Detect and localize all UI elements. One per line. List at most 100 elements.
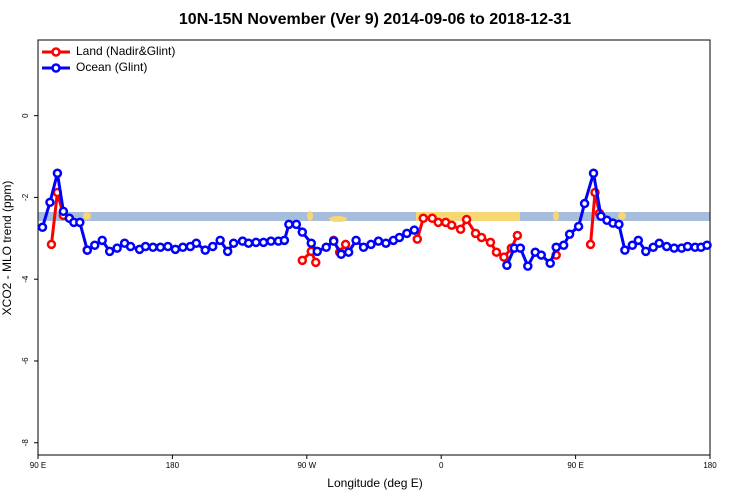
data-point: [58, 206, 69, 217]
data-point: [155, 242, 166, 253]
data-point: [523, 261, 533, 271]
data-point: [515, 243, 526, 253]
data-point: [52, 168, 63, 179]
data-point: [485, 237, 496, 248]
data-point: [564, 229, 575, 239]
x-axis-label: Longitude (deg E): [327, 476, 422, 490]
data-point: [291, 219, 302, 230]
data-point: [191, 238, 202, 248]
data-point: [75, 217, 85, 228]
data-point: [551, 242, 561, 253]
y-tick-label: -8: [21, 439, 30, 447]
data-point: [279, 235, 290, 246]
data-point: [373, 236, 384, 246]
legend: Land (Nadir&Glint) Ocean (Glint): [42, 44, 175, 74]
data-point: [336, 249, 346, 259]
data-point: [446, 220, 457, 230]
data-point: [579, 198, 590, 209]
data-point: [433, 217, 443, 228]
data-point: [178, 242, 188, 253]
x-tick-label: 180: [166, 461, 180, 470]
data-point: [312, 246, 323, 257]
legend-label: Ocean (Glint): [76, 60, 147, 74]
data-point: [394, 232, 405, 243]
x-tick-label: 90 E: [30, 461, 46, 470]
data-point: [125, 241, 136, 252]
data-point: [461, 214, 472, 225]
data-point: [140, 241, 151, 252]
x-tick-label: 0: [439, 461, 444, 470]
y-tick-label: -6: [21, 357, 30, 365]
data-point: [148, 242, 158, 253]
data-point: [409, 225, 420, 235]
data-point: [351, 235, 361, 246]
y-tick-label: 0: [21, 113, 30, 118]
data-point: [588, 168, 599, 179]
data-point: [614, 219, 624, 230]
data-point: [427, 213, 437, 224]
data-point: [328, 236, 339, 246]
data-point: [243, 238, 254, 248]
x-tick-label: 90 E: [567, 461, 583, 470]
data-point: [207, 241, 218, 252]
data-point: [418, 213, 429, 224]
data-point: [297, 255, 308, 266]
data-point: [97, 235, 107, 246]
data-point: [536, 250, 547, 260]
data-point: [661, 241, 672, 252]
data-point: [476, 232, 487, 243]
data-point: [321, 242, 331, 253]
legend-marker: [51, 63, 61, 73]
data-point: [258, 237, 269, 248]
legend-marker: [51, 47, 61, 57]
x-tick-label: 180: [703, 461, 717, 470]
data-point: [381, 238, 391, 248]
data-point: [266, 236, 276, 246]
data-point: [284, 219, 294, 230]
data-point: [512, 230, 523, 241]
data-point: [251, 237, 261, 248]
data-point: [412, 234, 423, 244]
data-point: [222, 246, 233, 257]
data-point: [37, 222, 48, 233]
data-point: [499, 252, 509, 262]
data-point: [306, 238, 317, 248]
data-point: [641, 246, 651, 257]
data-point: [455, 224, 466, 235]
data-point: [82, 245, 93, 255]
y-axis-label: XCO2 - MLO trend (ppm): [0, 181, 14, 316]
x-tick-label: 90 W: [297, 461, 316, 470]
data-point: [89, 240, 100, 251]
data-point: [502, 260, 512, 271]
data-point: [669, 243, 679, 253]
y-tick-label: -2: [21, 193, 30, 201]
data-point: [46, 239, 57, 250]
data-point: [104, 246, 115, 257]
data-point: [366, 239, 376, 250]
data-point: [228, 238, 239, 248]
data-point: [545, 258, 555, 268]
data-point: [682, 241, 693, 252]
data-point: [297, 227, 308, 237]
data-point: [633, 235, 644, 246]
chart-title: 10N-15N November (Ver 9) 2014-09-06 to 2…: [179, 11, 571, 28]
data-point: [470, 228, 481, 239]
data-point: [200, 245, 211, 255]
data-point: [215, 235, 225, 246]
data-point: [163, 241, 173, 252]
data-point: [702, 240, 712, 251]
data-point: [654, 238, 664, 248]
data-point: [648, 242, 659, 253]
data-point: [343, 247, 354, 257]
legend-label: Land (Nadir&Glint): [76, 44, 175, 58]
data-point: [340, 239, 351, 250]
data-point: [358, 242, 369, 253]
data-point: [112, 243, 122, 253]
data-point: [45, 197, 55, 208]
data-point: [402, 228, 412, 239]
y-tick-label: -4: [21, 275, 30, 283]
data-point: [627, 240, 638, 251]
data-point: [558, 240, 569, 251]
